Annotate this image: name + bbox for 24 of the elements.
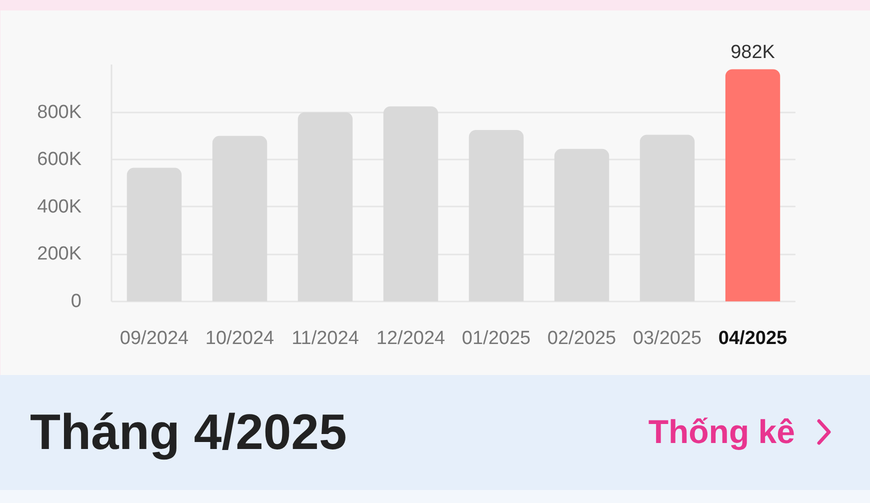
x-tick-label: 10/2024 — [205, 328, 275, 349]
y-tick-label: 800K — [37, 102, 82, 123]
x-tick-label: 02/2025 — [547, 328, 616, 349]
bar — [640, 134, 695, 302]
bar — [554, 148, 610, 302]
bar — [468, 130, 524, 302]
bar — [298, 112, 353, 302]
bar — [212, 136, 268, 302]
y-tick-label: 0 — [70, 290, 82, 312]
x-tick-label: 04/2025 — [718, 328, 788, 349]
y-tick-label: 400K — [37, 196, 82, 218]
bar — [383, 106, 438, 302]
bar — [126, 168, 182, 302]
text: Tháng 4/2025 — [30, 403, 347, 461]
y-tick-label: 600K — [37, 149, 82, 170]
data-label: 982K — [730, 42, 776, 64]
x-tick-label: 09/2024 — [120, 328, 190, 349]
text: Thống kê — [648, 412, 795, 452]
x-tick-label: 12/2024 — [376, 328, 446, 349]
x-tick-label: 01/2025 — [462, 328, 531, 349]
x-tick-label: 03/2025 — [632, 328, 702, 349]
x-tick-label: 11/2024 — [292, 328, 360, 349]
bar — [725, 69, 780, 302]
y-tick-label: 200K — [37, 244, 82, 265]
